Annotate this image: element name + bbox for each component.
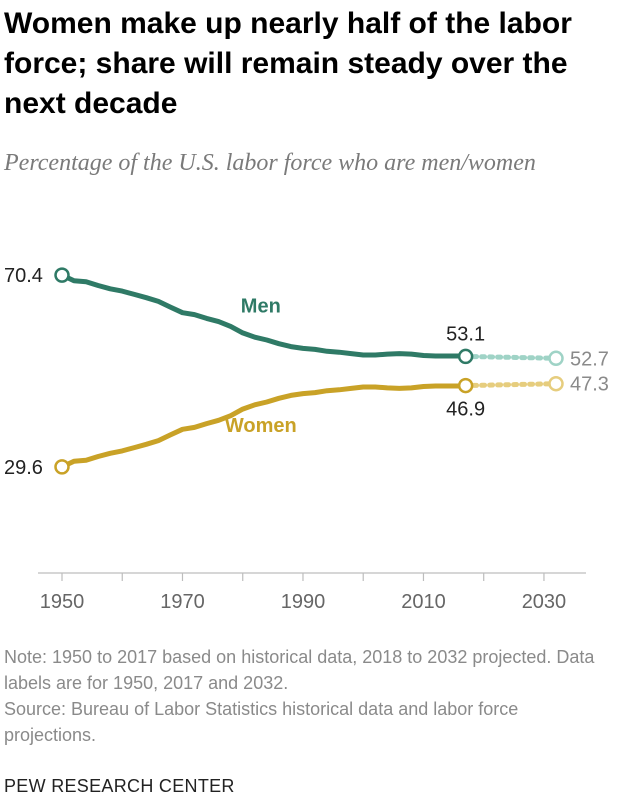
women-historical-line [59, 383, 469, 470]
women-end-projected-marker [548, 375, 564, 392]
chart-title: Women make up nearly half of the labor f… [4, 7, 572, 120]
women-series-label: Women [225, 415, 297, 437]
chart-subtitle: Percentage of the U.S. labor force who a… [4, 150, 536, 176]
men-projected-line [463, 353, 559, 361]
series-layer [54, 267, 564, 475]
line-chart: 1950 1970 1990 2010 2030 70.4 53.1 52.7 Men 29.6… [4, 265, 609, 613]
women-end-historical-marker [457, 377, 474, 394]
men-start-marker [54, 267, 70, 283]
women-start-label: 29.6 [4, 457, 43, 479]
men-end-projected-marker [548, 350, 564, 367]
men-historical-line [59, 272, 469, 359]
x-tick-label-2010: 2010 [401, 591, 446, 613]
men-start-label: 70.4 [4, 265, 43, 287]
source-text: Source: Bureau of Labor Statistics histo… [4, 699, 519, 745]
men-end-projected-label: 52.7 [570, 348, 609, 370]
note-text: Note: 1950 to 2017 based on historical d… [4, 647, 595, 693]
x-axis: 1950 1970 1990 2010 2030 [38, 572, 586, 613]
x-tick-label-1950: 1950 [40, 591, 85, 613]
chart-notes: Note: 1950 to 2017 based on historical d… [4, 644, 604, 748]
x-tick-label-1990: 1990 [281, 591, 326, 613]
women-projected-line [463, 381, 559, 389]
women-end-historical-label: 46.9 [446, 399, 485, 421]
men-end-historical-label: 53.1 [446, 323, 485, 345]
women-end-projected-label: 47.3 [570, 374, 609, 396]
label-layer: 70.4 53.1 52.7 Men 29.6 46.9 47.3 Women [4, 265, 609, 479]
brand-logo-text: PEW RESEARCH CENTER [4, 776, 235, 796]
men-end-historical-marker [457, 348, 474, 365]
women-start-marker [54, 459, 70, 475]
men-series-label: Men [241, 295, 281, 317]
x-tick-label-1970: 1970 [160, 591, 205, 613]
x-tick-label-2030: 2030 [522, 591, 567, 613]
